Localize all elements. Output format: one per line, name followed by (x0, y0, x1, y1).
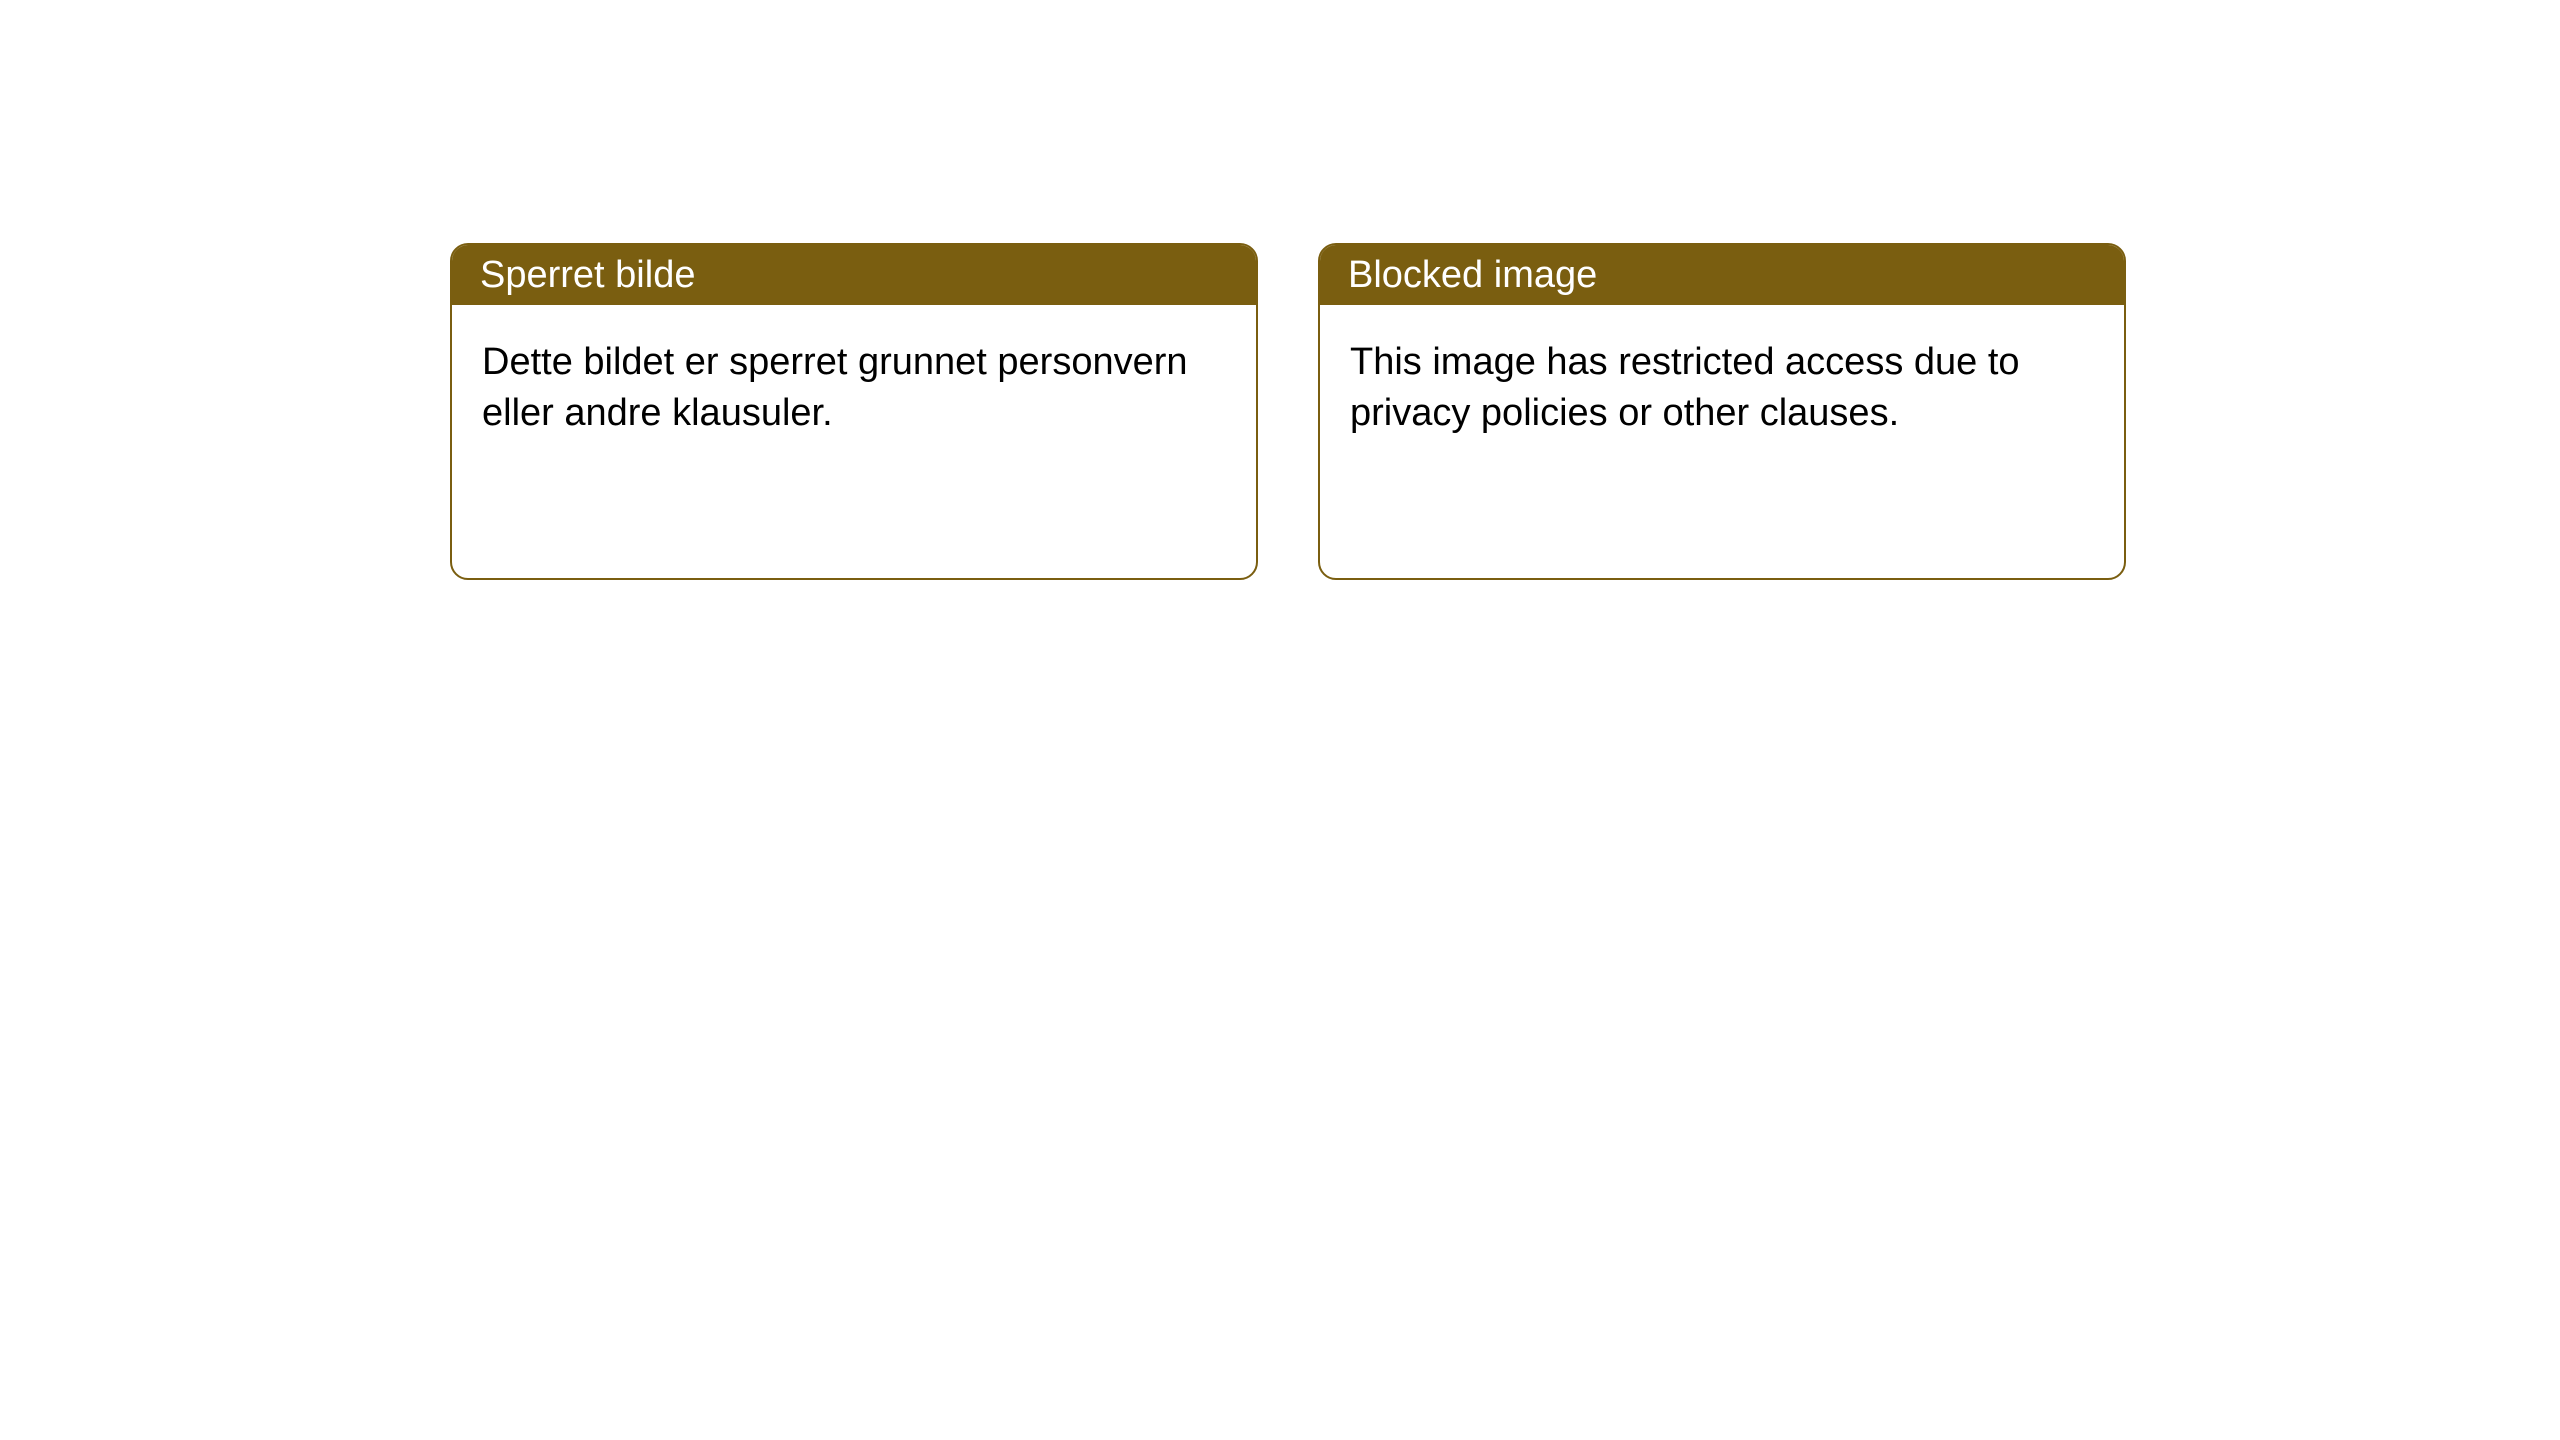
card-header-norwegian: Sperret bilde (452, 245, 1256, 305)
notice-card-norwegian: Sperret bilde Dette bildet er sperret gr… (450, 243, 1258, 580)
card-header-english: Blocked image (1320, 245, 2124, 305)
notice-cards-container: Sperret bilde Dette bildet er sperret gr… (450, 243, 2126, 580)
card-body-english: This image has restricted access due to … (1320, 305, 2124, 472)
card-body-norwegian: Dette bildet er sperret grunnet personve… (452, 305, 1256, 472)
notice-card-english: Blocked image This image has restricted … (1318, 243, 2126, 580)
